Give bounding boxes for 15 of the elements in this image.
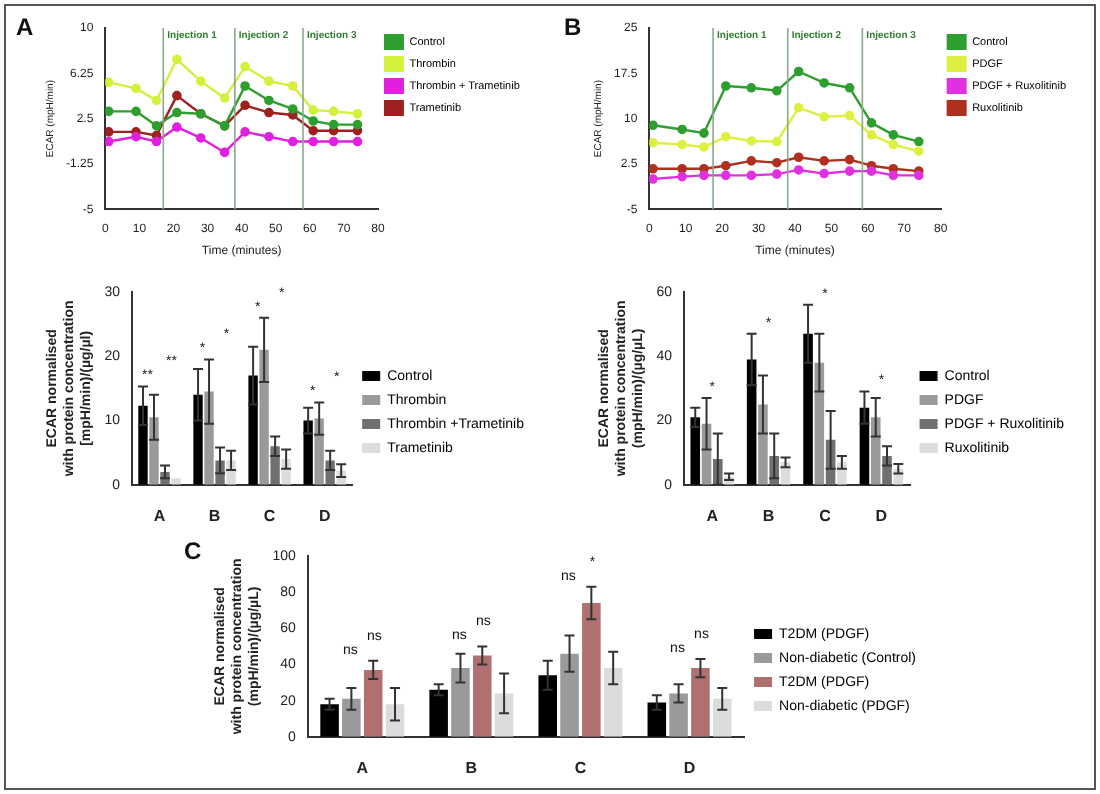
x-tick-label: A (706, 506, 719, 525)
x-tick-label: D (875, 506, 888, 525)
x-tick-label: C (819, 506, 832, 525)
chart-title: A (16, 12, 34, 41)
chart-title: B (564, 12, 582, 41)
x-tick-label: D (318, 506, 331, 525)
x-tick-label: A (153, 506, 166, 525)
x-tick-label: D (683, 758, 696, 777)
x-tick-label: C (263, 506, 276, 525)
chart-title: C (184, 536, 202, 565)
x-tick-label: A (356, 758, 369, 777)
x-tick-label: B (465, 758, 478, 777)
x-tick-label: C (574, 758, 587, 777)
x-tick-label: B (208, 506, 221, 525)
x-tick-label: B (762, 506, 775, 525)
